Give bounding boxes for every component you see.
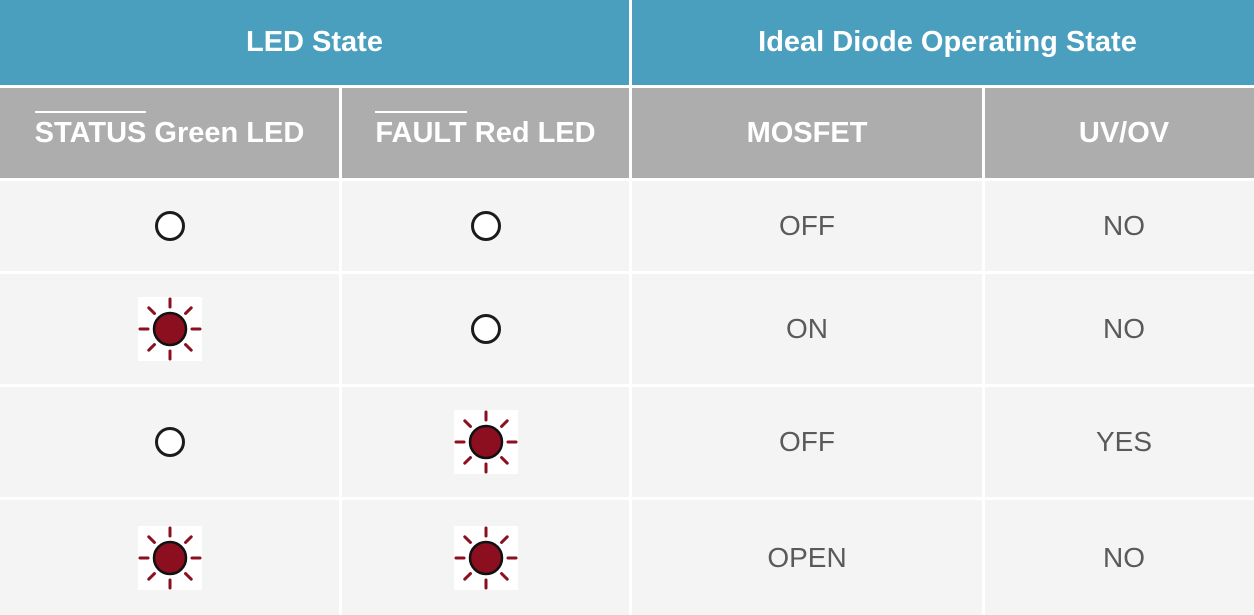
row-4-mosfet: OPEN <box>632 500 982 615</box>
led-state-header: LED State <box>0 0 629 85</box>
led-lit-icon <box>453 410 518 474</box>
fault-header-rest: Red LED <box>466 116 596 149</box>
led-lit-icon <box>137 297 202 361</box>
led-off-icon <box>154 211 185 241</box>
row-1-mosfet-value: OFF <box>779 210 835 241</box>
row-1-status-led <box>0 181 339 271</box>
mosfet-header: MOSFET <box>632 88 982 178</box>
diode-state-header: Ideal Diode Operating State <box>632 0 1254 85</box>
row-2-uvov-value: NO <box>1103 313 1145 344</box>
led-off-icon <box>470 211 501 241</box>
row-3-uvov-value: YES <box>1095 426 1153 457</box>
row-1-fault-led <box>342 181 629 271</box>
row-3-mosfet: OFF <box>632 387 982 497</box>
row-4-status-led <box>0 500 339 615</box>
uvov-header-label: UV/OV <box>1078 116 1170 149</box>
row-2-mosfet-value: ON <box>786 313 828 344</box>
status-green-led-header: STATUS Green LED <box>0 88 339 178</box>
row-3-uvov: YES <box>985 387 1254 497</box>
row-4-fault-led <box>342 500 629 615</box>
row-3-fault-led <box>342 387 629 497</box>
row-2-uvov: NO <box>985 274 1254 384</box>
row-3-status-led <box>0 387 339 497</box>
led-off-icon <box>470 314 501 344</box>
fault-overbar-text: FAULT <box>375 110 467 149</box>
row-4-uvov: NO <box>985 500 1254 615</box>
mosfet-header-label: MOSFET <box>746 116 868 149</box>
row-4-uvov-value: NO <box>1103 541 1145 573</box>
row-4-mosfet-value: OPEN <box>767 541 847 573</box>
row-3-mosfet-value: OFF <box>779 426 835 457</box>
row-1-uvov: NO <box>985 181 1254 271</box>
status-overbar-text: STATUS <box>34 110 147 149</box>
row-1-uvov-value: NO <box>1103 210 1145 241</box>
led-state-header-label: LED State <box>246 26 383 58</box>
status-header-rest: Green LED <box>146 116 305 149</box>
row-2-status-led <box>0 274 339 384</box>
row-1-mosfet: OFF <box>632 181 982 271</box>
diode-state-header-label: Ideal Diode Operating State <box>758 26 1137 58</box>
fault-red-led-header: FAULT Red LED <box>342 88 629 178</box>
led-lit-icon <box>137 525 202 590</box>
led-off-icon <box>154 427 185 457</box>
row-2-mosfet: ON <box>632 274 982 384</box>
uvov-header: UV/OV <box>985 88 1254 178</box>
led-lit-icon <box>453 525 518 590</box>
row-2-fault-led <box>342 274 629 384</box>
